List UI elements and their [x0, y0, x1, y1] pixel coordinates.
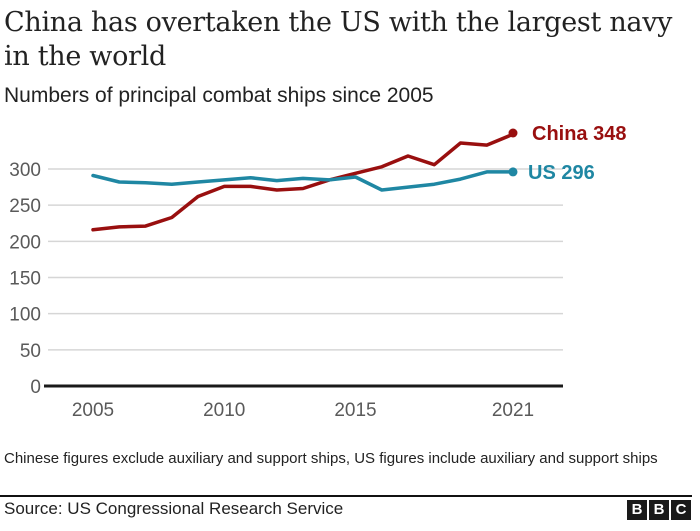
x-tick-label: 2015 [334, 400, 376, 421]
x-tick-label: 2010 [203, 400, 245, 421]
x-tick-label: 2005 [72, 400, 114, 421]
series-line-china [91, 132, 515, 232]
y-tick-label: 200 [9, 232, 41, 253]
chart-subtitle: Numbers of principal combat ships since … [4, 84, 434, 107]
y-tick-label: 0 [30, 377, 41, 398]
y-tick-label: 50 [20, 341, 41, 362]
y-tick-label: 150 [9, 269, 41, 290]
end-label-us: US 296 [528, 162, 595, 184]
line-chart: 0 50 100 150 200 250 300 2005 2010 2015 2021 Chin… [9, 123, 626, 421]
chart-title: China has overtaken the US with the larg… [4, 7, 673, 72]
bbc-logo: B B C [627, 500, 691, 520]
chart-footnote: Chinese figures exclude auxiliary and su… [4, 450, 658, 467]
y-tick-label: 300 [9, 160, 41, 181]
end-point-china [508, 128, 518, 138]
footer-divider [0, 495, 692, 497]
source-text: Source: US Congressional Research Servic… [4, 499, 344, 518]
y-axis-ticks: 0 50 100 150 200 250 300 [9, 160, 41, 398]
x-tick-label: 2021 [492, 400, 534, 421]
end-label-china: China 348 [532, 123, 626, 145]
end-point-us [508, 167, 518, 177]
x-axis-ticks: 2005 2010 2015 2021 [72, 400, 534, 421]
y-tick-label: 100 [9, 305, 41, 326]
series-lines [91, 128, 518, 232]
bbc-logo-letter: C [671, 500, 691, 520]
bbc-logo-letter: B [627, 500, 647, 520]
bbc-logo-letter: B [649, 500, 669, 520]
y-tick-label: 250 [9, 196, 41, 217]
series-end-labels: China 348 US 296 [528, 123, 626, 184]
gridlines [44, 168, 563, 388]
series-line-us [91, 170, 515, 192]
